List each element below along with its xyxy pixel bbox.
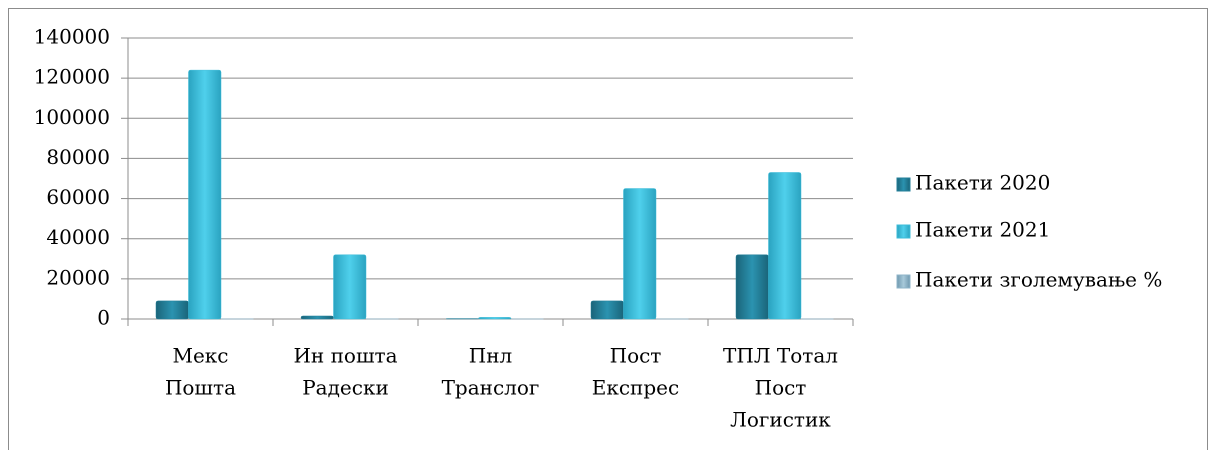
x-tick-label: Пошта <box>165 376 236 400</box>
x-tick-label: Пнл <box>469 344 512 368</box>
bar <box>590 300 624 320</box>
bar <box>735 254 769 320</box>
y-tick-label: 40000 <box>46 225 110 249</box>
x-tick-label: Пост <box>755 376 807 400</box>
x-tick-label: Логистик <box>730 408 831 432</box>
bar <box>300 315 334 320</box>
bar <box>623 188 657 320</box>
y-tick-label: 60000 <box>46 185 110 209</box>
legend-label: Пакети 2021 <box>915 218 1050 242</box>
y-tick-label: 100000 <box>34 105 110 129</box>
y-tick-label: 20000 <box>46 265 110 289</box>
y-tick-label: 140000 <box>34 25 110 49</box>
x-tick-label: Пост <box>610 344 662 368</box>
bar <box>768 172 802 320</box>
bar <box>155 300 189 320</box>
legend-label: Пакети зголемување % <box>915 268 1162 292</box>
bar <box>333 254 367 320</box>
x-tick-label: Транслог <box>442 376 540 400</box>
legend-swatch <box>896 177 911 192</box>
x-tick-label: Мекс <box>172 344 228 368</box>
x-tick-label: Експрес <box>592 376 679 400</box>
x-tick-label: Ин пошта <box>293 344 397 368</box>
y-tick-label: 120000 <box>34 65 110 89</box>
y-tick-label: 0 <box>97 306 110 330</box>
bar <box>188 69 222 320</box>
legend-label: Пакети 2020 <box>915 171 1050 195</box>
bar <box>478 317 512 320</box>
x-tick-label: Радески <box>302 376 389 400</box>
y-tick-label: 80000 <box>46 145 110 169</box>
x-tick-label: ТПЛ Тотал <box>723 344 838 368</box>
legend-swatch <box>896 274 911 289</box>
legend-swatch <box>896 224 911 239</box>
